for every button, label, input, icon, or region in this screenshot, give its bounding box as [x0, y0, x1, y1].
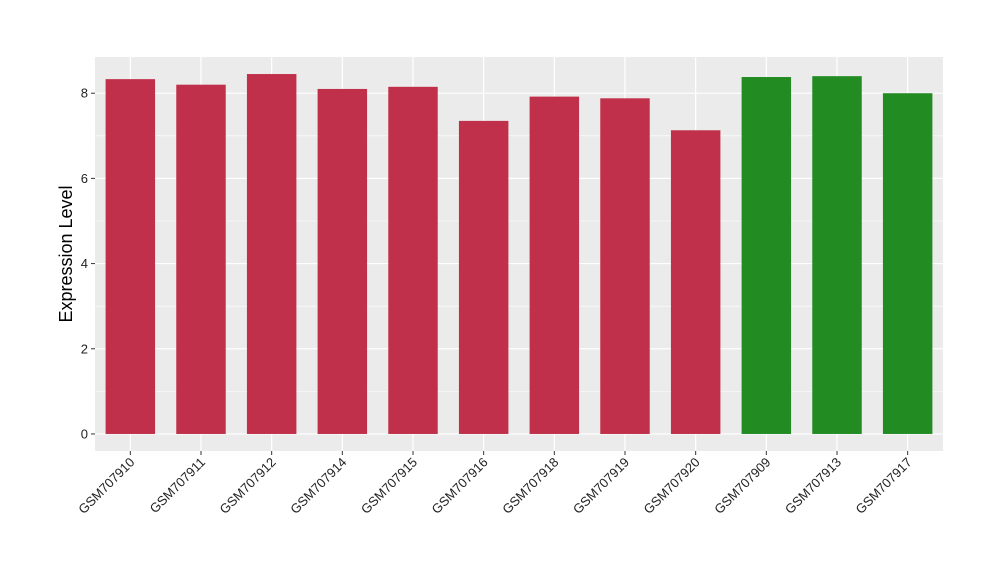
bar-GSM707919: [600, 98, 650, 434]
x-tick-label: GSM707916: [429, 455, 491, 517]
x-tick-label: GSM707910: [75, 455, 137, 517]
x-axis: GSM707910 GSM707911 GSM707912 GSM707914 GSM7…: [75, 451, 915, 517]
bar-GSM707914: [317, 88, 368, 434]
bar-GSM707915: [388, 86, 438, 434]
bar-GSM707913: [812, 76, 862, 434]
plot-panel: [95, 57, 943, 451]
bar-GSM707910: [105, 79, 156, 434]
y-tick-label: 8: [81, 86, 88, 101]
y-tick-label: 2: [81, 341, 88, 356]
x-tick-label: GSM707920: [641, 455, 703, 517]
x-tick-label: GSM707909: [711, 455, 773, 517]
bars: [105, 74, 933, 434]
y-axis-title: Expression Level: [56, 185, 76, 322]
x-tick-label: GSM707917: [853, 455, 915, 517]
grid-minor: [95, 135, 943, 392]
x-tick-label: GSM707914: [287, 455, 349, 517]
bar-GSM707920: [670, 130, 721, 434]
bar-GSM707918: [529, 96, 580, 434]
x-tick-label: GSM707918: [499, 455, 561, 517]
x-tick-label: GSM707911: [147, 455, 209, 517]
x-tick-label: GSM707912: [217, 455, 279, 517]
y-axis: 0 2 4 6 8: [81, 86, 95, 441]
y-tick-label: 0: [81, 426, 88, 441]
x-tick-label: GSM707919: [570, 455, 632, 517]
y-tick-label: 6: [81, 171, 88, 186]
bar-GSM707911: [176, 84, 226, 434]
x-tick-label: GSM707913: [782, 455, 844, 517]
bar-GSM707912: [246, 74, 297, 434]
bar-GSM707917: [882, 93, 933, 434]
x-tick-label: GSM707915: [358, 455, 420, 517]
y-tick-label: 4: [81, 256, 88, 271]
bar-GSM707916: [458, 120, 509, 434]
bar-GSM707909: [741, 77, 792, 434]
